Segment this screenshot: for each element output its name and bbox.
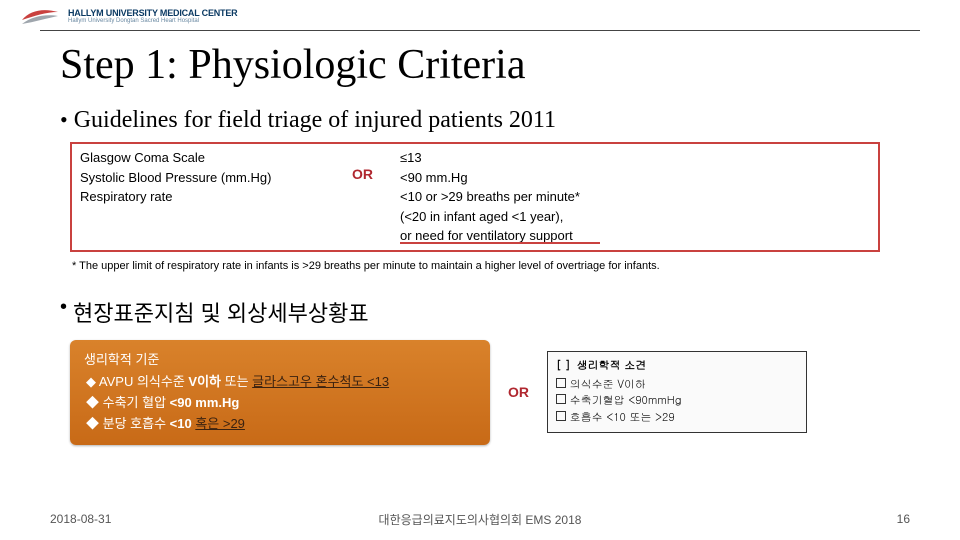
footer-date: 2018-08-31: [50, 512, 111, 526]
bullet-dot: •: [60, 107, 68, 134]
bullet-guidelines: • Guidelines for field triage of injured…: [60, 107, 900, 134]
footer-org: 대한응급의료지도의사협의회 EMS 2018: [379, 511, 582, 528]
criteria-table: Glasgow Coma Scale ≤13 Systolic Blood Pr…: [70, 142, 880, 252]
checkbox-icon: [556, 378, 566, 388]
criteria-value: ≤13: [400, 148, 870, 168]
orange-header: 생리학적 기준: [84, 350, 476, 371]
orange-item: ◆ AVPU 의식수준 V이하 또는 글라스고우 혼수척도 <13: [84, 372, 476, 393]
table-row: Respiratory rate <10 or >29 breaths per …: [80, 187, 870, 246]
logo-swoosh-icon: [20, 6, 60, 26]
bullet-text: 현장표준지침 및 외상세부상황표: [73, 296, 369, 328]
orange-criteria-box: 생리학적 기준 ◆ AVPU 의식수준 V이하 또는 글라스고우 혼수척도 <1…: [70, 340, 490, 445]
page-title: Step 1: Physiologic Criteria: [60, 41, 960, 89]
checkbox-icon: [556, 411, 566, 421]
underline-accent: [400, 242, 600, 244]
checkbox-glyph: [ ]: [556, 358, 571, 375]
gray-line: 수축기혈압 <90mmHg: [556, 393, 798, 410]
orange-item: ◆ 수축기 혈압 <90 mm.Hg: [84, 393, 476, 414]
criteria-table-wrap: Glasgow Coma Scale ≤13 Systolic Blood Pr…: [70, 142, 880, 252]
footer: 2018-08-31 대한응급의료지도의사협의회 EMS 2018 16: [0, 512, 960, 526]
header-divider: [40, 30, 920, 31]
bullet-korean: • 현장표준지침 및 외상세부상황표: [60, 296, 900, 328]
content-area: • Guidelines for field triage of injured…: [60, 107, 900, 445]
bullet-dot: •: [60, 296, 67, 328]
or-label-2: OR: [508, 384, 529, 400]
gray-title: [ ] 생리학적 소견: [556, 358, 798, 375]
footer-page-number: 16: [897, 512, 910, 526]
table-row: Glasgow Coma Scale ≤13: [80, 148, 870, 168]
gray-snapshot-box: [ ] 생리학적 소견 의식수준 V이하 수축기혈압 <90mmHg 호흡수 <…: [547, 351, 807, 433]
gray-line: 의식수준 V이하: [556, 377, 798, 394]
criteria-label: Glasgow Coma Scale: [80, 148, 400, 168]
slide: HALLYM UNIVERSITY MEDICAL CENTER Hallym …: [0, 0, 960, 540]
criteria-value: <10 or >29 breaths per minute* (<20 in i…: [400, 187, 870, 246]
checkbox-icon: [556, 394, 566, 404]
criteria-label: Respiratory rate: [80, 187, 400, 246]
footnote-1: * The upper limit of respiratory rate in…: [72, 260, 900, 272]
header: HALLYM UNIVERSITY MEDICAL CENTER Hallym …: [0, 0, 960, 28]
table-row: Systolic Blood Pressure (mm.Hg) <90 mm.H…: [80, 168, 870, 188]
logo-text: HALLYM UNIVERSITY MEDICAL CENTER: [68, 9, 237, 18]
orange-item: ◆ 분당 호흡수 <10 혹은 >29: [84, 414, 476, 435]
gray-line: 호흡수 <10 또는 >29: [556, 410, 798, 427]
or-label-1: OR: [352, 166, 373, 182]
criteria-value: <90 mm.Hg: [400, 168, 870, 188]
logo-subtext: Hallym University Dongtan Sacred Heart H…: [68, 18, 237, 24]
comparison-row: 생리학적 기준 ◆ AVPU 의식수준 V이하 또는 글라스고우 혼수척도 <1…: [70, 340, 900, 445]
logo-text-block: HALLYM UNIVERSITY MEDICAL CENTER Hallym …: [68, 9, 237, 24]
bullet-text: Guidelines for field triage of injured p…: [74, 107, 556, 134]
